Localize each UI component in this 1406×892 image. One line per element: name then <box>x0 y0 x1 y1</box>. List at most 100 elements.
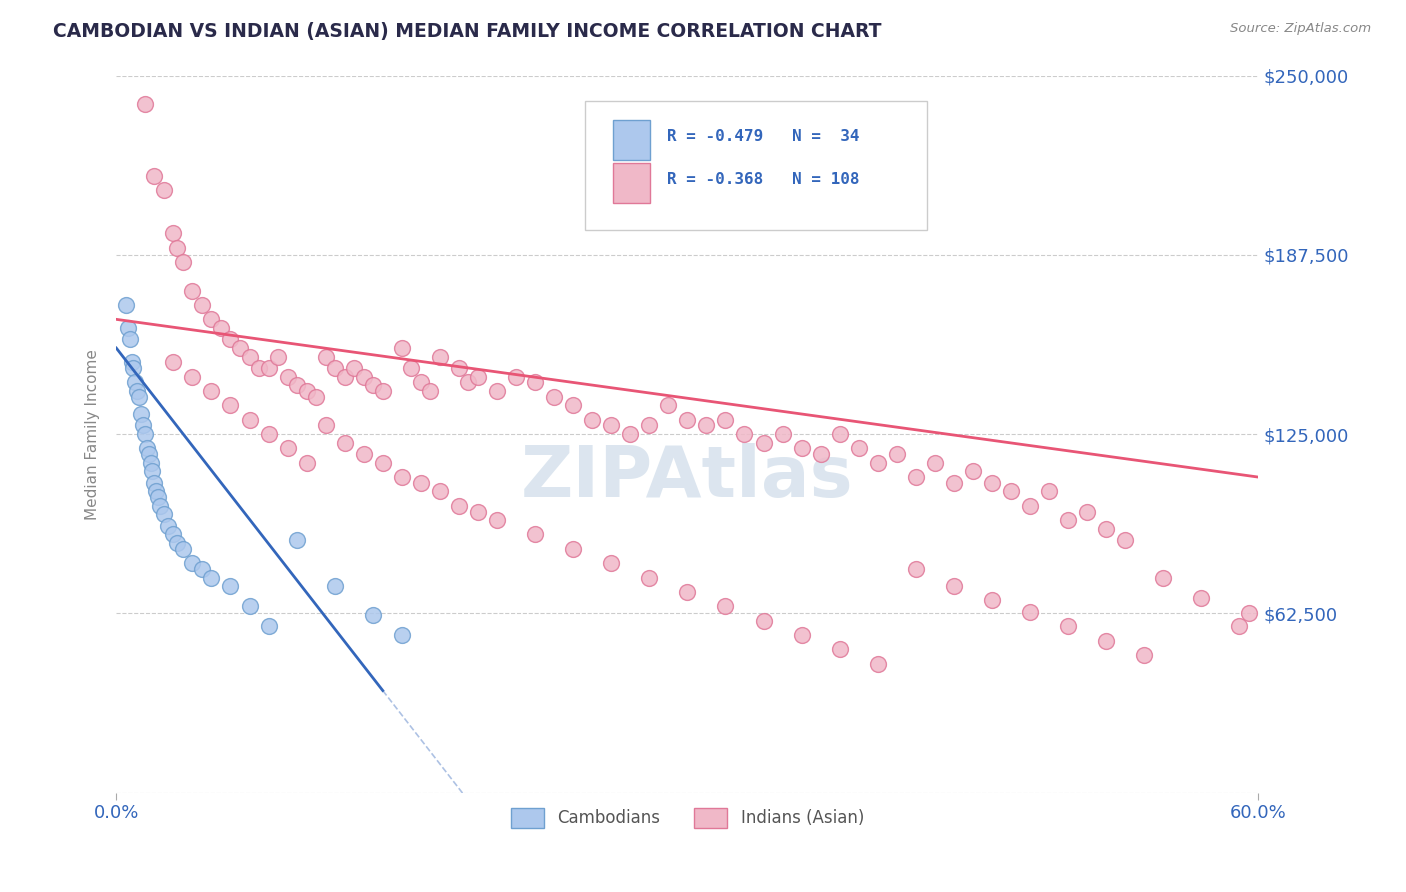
Point <box>447 499 470 513</box>
Point <box>1019 499 1042 513</box>
Point <box>828 642 851 657</box>
Point <box>752 435 775 450</box>
Point <box>295 384 318 398</box>
Point <box>962 464 984 478</box>
Point <box>333 435 356 450</box>
Point <box>1057 513 1080 527</box>
Point <box>457 376 479 390</box>
Point <box>132 418 155 433</box>
Point <box>429 484 451 499</box>
Point <box>485 384 508 398</box>
Point <box>219 579 242 593</box>
Point <box>524 527 547 541</box>
Point <box>904 562 927 576</box>
Point <box>200 312 222 326</box>
Point <box>790 628 813 642</box>
Point <box>219 398 242 412</box>
Point <box>714 599 737 614</box>
Point <box>181 556 204 570</box>
Point <box>1133 648 1156 662</box>
Point <box>122 361 145 376</box>
Point <box>181 369 204 384</box>
Point <box>1019 605 1042 619</box>
Point <box>562 398 585 412</box>
Point <box>810 447 832 461</box>
Point <box>118 333 141 347</box>
Point <box>1095 633 1118 648</box>
Point <box>145 484 167 499</box>
Point <box>657 398 679 412</box>
Point <box>1237 607 1260 621</box>
Point <box>371 384 394 398</box>
Point <box>114 298 136 312</box>
Point <box>1229 619 1251 633</box>
Point <box>924 456 946 470</box>
Point <box>128 390 150 404</box>
Point <box>904 470 927 484</box>
Point <box>323 579 346 593</box>
Point <box>117 321 139 335</box>
Point <box>295 456 318 470</box>
Point <box>600 556 623 570</box>
Point <box>191 298 214 312</box>
Point <box>429 350 451 364</box>
Point <box>200 384 222 398</box>
Point <box>1189 591 1212 605</box>
Point <box>149 499 172 513</box>
Point <box>353 447 375 461</box>
Point <box>172 255 194 269</box>
Point <box>638 570 661 584</box>
Point <box>848 442 870 456</box>
Y-axis label: Median Family Income: Median Family Income <box>86 349 100 519</box>
Point <box>772 427 794 442</box>
Point <box>333 369 356 384</box>
Text: Source: ZipAtlas.com: Source: ZipAtlas.com <box>1230 22 1371 36</box>
Point <box>257 427 280 442</box>
Point <box>166 241 188 255</box>
Point <box>124 376 146 390</box>
Point <box>172 541 194 556</box>
Point <box>134 427 156 442</box>
Point <box>257 619 280 633</box>
Point <box>361 378 384 392</box>
Point <box>361 607 384 622</box>
Point <box>219 333 242 347</box>
Point <box>285 533 308 548</box>
Point <box>247 361 270 376</box>
Point <box>200 570 222 584</box>
Point <box>305 390 328 404</box>
Text: CAMBODIAN VS INDIAN (ASIAN) MEDIAN FAMILY INCOME CORRELATION CHART: CAMBODIAN VS INDIAN (ASIAN) MEDIAN FAMIL… <box>53 22 882 41</box>
Point <box>401 361 423 376</box>
Point <box>134 97 156 112</box>
Point <box>942 475 965 490</box>
Point <box>285 378 308 392</box>
Point <box>409 475 432 490</box>
Point <box>419 384 441 398</box>
Point <box>733 427 755 442</box>
Point <box>162 527 184 541</box>
Point <box>1057 619 1080 633</box>
Point <box>790 442 813 456</box>
Point <box>353 369 375 384</box>
Point <box>752 614 775 628</box>
Legend: Cambodians, Indians (Asian): Cambodians, Indians (Asian) <box>505 801 870 835</box>
Point <box>156 519 179 533</box>
Point <box>277 442 299 456</box>
Point <box>866 456 889 470</box>
Point <box>143 169 166 183</box>
Point <box>467 369 489 384</box>
Point <box>343 361 366 376</box>
Point <box>886 447 908 461</box>
Point <box>505 369 527 384</box>
Point <box>447 361 470 376</box>
Point <box>524 376 547 390</box>
Point <box>1114 533 1136 548</box>
Point <box>181 284 204 298</box>
Point <box>315 350 337 364</box>
Point <box>828 427 851 442</box>
Point <box>162 227 184 241</box>
Point <box>676 413 699 427</box>
Point <box>129 407 152 421</box>
Point <box>153 508 176 522</box>
Bar <box>613 120 650 160</box>
